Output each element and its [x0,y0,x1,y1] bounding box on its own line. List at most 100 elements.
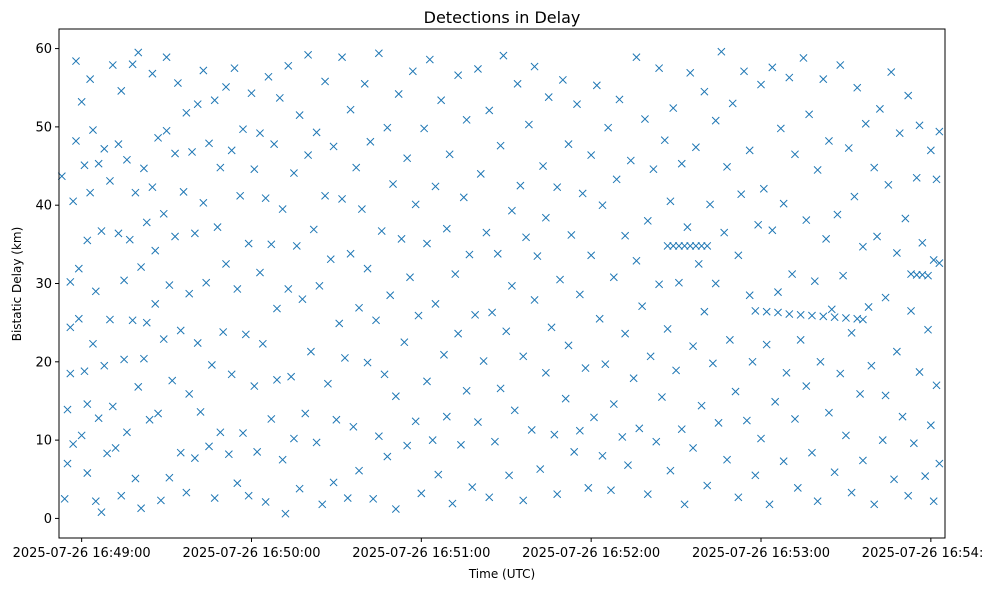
data-point [139,164,148,173]
data-point [142,218,151,227]
data-point [635,424,644,433]
y-tick-label: 50 [35,120,52,135]
data-point [674,241,683,250]
data-point [757,80,765,89]
data-point [564,140,573,149]
data-point [808,448,816,457]
data-point [519,496,528,505]
data-point [428,436,437,445]
data-point [731,387,740,396]
y-tick-label: 10 [35,434,52,449]
data-point [403,154,412,163]
data-point [442,224,451,233]
data-point [256,129,264,138]
data-point [932,175,941,184]
data-point [691,241,700,250]
data-point [858,242,867,251]
data-point [553,490,562,499]
x-tick-label: 2025-07-26 16:54:00 [862,546,983,561]
data-point [510,406,519,415]
data-point [669,241,678,250]
data-point [165,281,174,290]
data-point [720,228,729,237]
x-tick-label: 2025-07-26 16:52:00 [522,546,660,561]
data-point [674,278,683,287]
data-point [196,407,205,416]
data-point [227,146,236,155]
data-point [91,287,100,296]
data-point [717,47,726,56]
data-point [440,350,448,359]
data-point [813,497,822,506]
data-point [357,205,366,214]
data-point [904,91,913,100]
data-point [553,183,562,192]
data-point [66,369,75,378]
data-point [595,314,604,323]
data-point [397,234,406,243]
data-point [652,437,661,446]
data-point [321,77,330,86]
data-point [788,270,797,279]
data-point [751,306,760,315]
data-point [165,473,174,482]
data-point [476,169,485,178]
data-point [890,475,899,484]
data-point [850,192,859,201]
data-point [168,376,177,385]
data-point [420,124,429,133]
data-point [765,500,774,509]
data-point [677,425,686,434]
data-point [867,361,876,370]
data-point [434,470,443,479]
data-point [89,126,97,134]
data-point [72,137,80,145]
data-point [400,338,409,347]
y-tick-label: 0 [44,512,52,527]
data-point [737,190,746,199]
data-point [728,99,737,108]
data-point [881,293,890,302]
data-point [72,57,80,66]
data-point [193,339,202,347]
data-point [250,165,259,174]
data-point [604,123,613,132]
data-point [929,497,938,506]
data-point [213,223,222,232]
data-point [306,347,315,356]
data-point [796,310,805,319]
data-point [411,417,420,426]
data-point [816,357,825,366]
data-point [386,291,395,300]
data-point [711,116,720,125]
data-point [111,443,120,452]
data-point [236,191,245,200]
chart-title: Detections in Delay [424,8,581,27]
data-point [151,299,160,308]
data-point [105,315,114,324]
data-point [80,367,89,376]
data-point [205,442,213,451]
data-point [689,342,698,351]
data-point [389,180,397,189]
data-point [326,255,335,264]
data-point [190,454,199,463]
data-point [366,137,375,146]
data-point [363,358,372,367]
data-point [374,49,383,58]
data-point [171,149,180,158]
data-point [697,241,706,250]
data-point [536,465,545,474]
data-point [108,402,117,411]
data-point [655,64,664,73]
data-point [131,188,140,197]
data-point [482,228,491,237]
data-point [338,194,347,203]
data-point [154,409,163,418]
data-point [108,61,117,69]
data-point [69,197,78,206]
data-point [697,401,706,410]
data-point [561,394,570,403]
data-point [485,106,494,115]
data-point [819,312,828,321]
